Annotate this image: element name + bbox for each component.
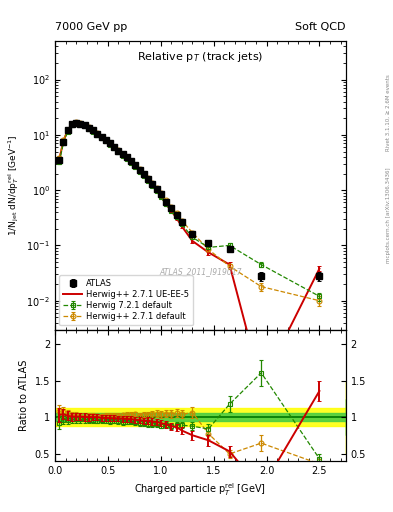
Herwig++ 2.7.1 UE-EE-5 xyxy=(112,144,117,151)
Herwig++ 2.7.1 UE-EE-5 xyxy=(82,122,87,128)
Herwig++ 2.7.1 UE-EE-5 xyxy=(95,131,100,137)
Y-axis label: 1/N$_\mathregular{jet}$ dN/dp$_T^\mathregular{rel}$ [GeV$^{-1}$]: 1/N$_\mathregular{jet}$ dN/dp$_T^\mathre… xyxy=(6,135,21,236)
Herwig++ 2.7.1 UE-EE-5 xyxy=(65,127,70,133)
Herwig++ 2.7.1 UE-EE-5 xyxy=(259,382,264,388)
Herwig++ 2.7.1 UE-EE-5 xyxy=(91,127,95,134)
Herwig++ 2.7.1 UE-EE-5 xyxy=(158,193,163,199)
Herwig++ 2.7.1 UE-EE-5 xyxy=(78,120,83,126)
Herwig++ 2.7.1 UE-EE-5 xyxy=(116,148,121,154)
Herwig++ 2.7.1 UE-EE-5 xyxy=(70,121,74,127)
Herwig++ 2.7.1 UE-EE-5 xyxy=(120,152,125,158)
Herwig++ 2.7.1 UE-EE-5 xyxy=(61,138,66,144)
Herwig++ 2.7.1 UE-EE-5 xyxy=(103,137,108,143)
Text: Relative p$_T$ (track jets): Relative p$_T$ (track jets) xyxy=(137,50,264,63)
Herwig++ 2.7.1 UE-EE-5 xyxy=(164,201,169,207)
Herwig++ 2.7.1 UE-EE-5 xyxy=(227,262,232,268)
Text: mcplots.cern.ch [arXiv:1306.3436]: mcplots.cern.ch [arXiv:1306.3436] xyxy=(386,167,391,263)
Herwig++ 2.7.1 UE-EE-5 xyxy=(146,177,151,183)
Herwig++ 2.7.1 UE-EE-5 xyxy=(150,182,155,188)
Herwig++ 2.7.1 UE-EE-5 xyxy=(154,187,159,194)
Herwig++ 2.7.1 UE-EE-5 xyxy=(206,249,211,255)
Herwig++ 2.7.1 UE-EE-5 xyxy=(86,124,91,131)
Line: Herwig++ 2.7.1 UE-EE-5: Herwig++ 2.7.1 UE-EE-5 xyxy=(59,123,320,385)
Herwig++ 2.7.1 UE-EE-5 xyxy=(180,223,184,229)
Herwig++ 2.7.1 UE-EE-5 xyxy=(74,120,79,126)
Herwig++ 2.7.1 UE-EE-5 xyxy=(137,167,142,174)
Herwig++ 2.7.1 UE-EE-5 xyxy=(57,156,62,162)
Herwig++ 2.7.1 UE-EE-5 xyxy=(174,215,179,221)
Legend: ATLAS, Herwig++ 2.7.1 UE-EE-5, Herwig 7.2.1 default, Herwig++ 2.7.1 default: ATLAS, Herwig++ 2.7.1 UE-EE-5, Herwig 7.… xyxy=(59,275,193,326)
Herwig++ 2.7.1 UE-EE-5 xyxy=(99,134,104,140)
Text: Soft QCD: Soft QCD xyxy=(296,23,346,32)
Text: Rivet 3.1.10, ≥ 2.6M events: Rivet 3.1.10, ≥ 2.6M events xyxy=(386,74,391,151)
Herwig++ 2.7.1 UE-EE-5 xyxy=(317,266,322,272)
Herwig++ 2.7.1 UE-EE-5 xyxy=(133,163,138,169)
Herwig++ 2.7.1 UE-EE-5 xyxy=(141,173,146,179)
Herwig++ 2.7.1 UE-EE-5 xyxy=(190,238,195,244)
Herwig++ 2.7.1 UE-EE-5 xyxy=(108,141,112,147)
Herwig++ 2.7.1 UE-EE-5 xyxy=(125,155,129,161)
X-axis label: Charged particle p$_T^\mathregular{rel}$ [GeV]: Charged particle p$_T^\mathregular{rel}$… xyxy=(134,481,266,498)
Herwig++ 2.7.1 UE-EE-5 xyxy=(169,208,174,214)
Text: 7000 GeV pp: 7000 GeV pp xyxy=(55,23,127,32)
Herwig++ 2.7.1 UE-EE-5 xyxy=(129,159,134,165)
Text: ATLAS_2011_I919017: ATLAS_2011_I919017 xyxy=(159,267,242,276)
Y-axis label: Ratio to ATLAS: Ratio to ATLAS xyxy=(19,359,29,431)
